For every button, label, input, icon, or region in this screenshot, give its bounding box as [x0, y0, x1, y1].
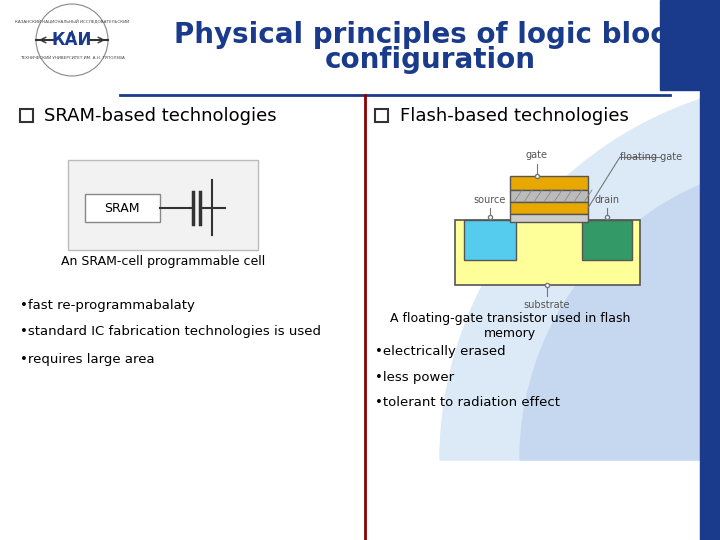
- Text: gate: gate: [526, 150, 548, 160]
- Text: •fast re-programmabalaty: •fast re-programmabalaty: [20, 299, 195, 312]
- Text: SRAM-based technologies: SRAM-based technologies: [44, 107, 276, 125]
- Wedge shape: [440, 80, 720, 460]
- Text: •electrically erased: •electrically erased: [375, 346, 505, 359]
- Text: КАЗАНСКИЙ НАЦИОНАЛЬНЫЙ ИССЛЕДОВАТЕЛЬСКИЙ: КАЗАНСКИЙ НАЦИОНАЛЬНЫЙ ИССЛЕДОВАТЕЛЬСКИЙ: [15, 20, 129, 24]
- Text: configuration: configuration: [325, 46, 536, 74]
- Bar: [464, 220, 516, 260]
- Bar: [582, 220, 632, 260]
- Text: SRAM: SRAM: [104, 201, 140, 214]
- Bar: [510, 202, 588, 214]
- Text: •requires large area: •requires large area: [20, 353, 155, 366]
- Text: Flash-based technologies: Flash-based technologies: [400, 107, 629, 125]
- Text: floating gate: floating gate: [620, 152, 682, 162]
- Bar: [85, 194, 160, 222]
- Bar: [660, 0, 720, 90]
- Text: •standard IC fabrication technologies is used: •standard IC fabrication technologies is…: [20, 326, 321, 339]
- Bar: [20, 109, 33, 122]
- Wedge shape: [520, 160, 720, 460]
- Bar: [510, 190, 588, 202]
- Text: •less power: •less power: [375, 370, 454, 383]
- Circle shape: [36, 4, 108, 76]
- Text: A floating-gate transistor used in flash
memory: A floating-gate transistor used in flash…: [390, 312, 630, 340]
- Bar: [68, 160, 258, 250]
- Text: source: source: [474, 195, 506, 205]
- Bar: [455, 220, 640, 285]
- Text: An SRAM-cell programmable cell: An SRAM-cell programmable cell: [61, 255, 265, 268]
- Text: ТЕХНИЧЕСКИЙ УНИВЕРСИТЕТ ИМ. А.Н. ТУПОЛЕВА: ТЕХНИЧЕСКИЙ УНИВЕРСИТЕТ ИМ. А.Н. ТУПОЛЕВ…: [19, 56, 125, 60]
- Bar: [510, 214, 588, 222]
- Text: Physical principles of logic block: Physical principles of logic block: [174, 21, 685, 49]
- Bar: [375, 109, 388, 122]
- Text: КАИ: КАИ: [52, 31, 92, 49]
- Bar: [510, 176, 588, 190]
- Text: substrate: substrate: [523, 300, 570, 310]
- Text: •tolerant to radiation effect: •tolerant to radiation effect: [375, 395, 560, 408]
- Text: drain: drain: [595, 195, 620, 205]
- Bar: [700, 0, 720, 540]
